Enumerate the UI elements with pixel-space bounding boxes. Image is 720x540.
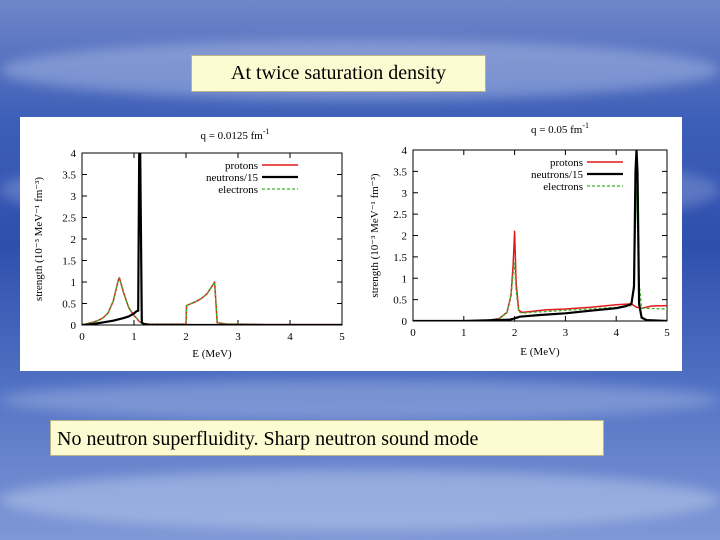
x-tick-label: 1	[461, 327, 467, 339]
legend-label: electrons	[218, 184, 258, 196]
y-tick-label: 0.5	[393, 295, 407, 307]
chart-title: q = 0.0125 fm-1	[200, 127, 269, 142]
y-tick-label: 1	[71, 277, 77, 289]
y-tick-label: 3.5	[62, 170, 76, 182]
background-streak	[0, 470, 720, 530]
legend-label: protons	[550, 157, 583, 169]
y-tick-label: 4	[402, 145, 408, 157]
y-tick-label: 2	[402, 231, 408, 243]
legend-label: protons	[225, 160, 258, 172]
legend-label: electrons	[543, 181, 583, 193]
x-tick-label: 4	[287, 331, 293, 343]
x-tick-label: 3	[563, 327, 569, 339]
y-tick-label: 0	[71, 320, 77, 332]
slide-caption: No neutron superfluidity. Sharp neutron …	[50, 420, 604, 456]
series-line-protons	[413, 230, 667, 321]
y-tick-label: 1.5	[393, 252, 407, 264]
x-tick-label: 2	[183, 331, 189, 343]
charts-svg: 0 0.5 1 1.5 2 2.5 3 3.5 4 0 1 2 3 4 5 q = 0.0125 fm-1 E …	[33, 121, 670, 360]
x-tick-label: 1	[131, 331, 137, 343]
series-line-neutrons	[413, 150, 667, 321]
x-tick-label: 3	[235, 331, 241, 343]
x-tick-label: 0	[410, 327, 416, 339]
legend-label: neutrons/15	[206, 172, 258, 184]
y-tick-label: 0.5	[62, 299, 76, 311]
chart-title: q = 0.05 fm-1	[531, 121, 589, 136]
chart-1: 0 0.5 1 1.5 2 2.5 3 3.5 4 0 1 2 3 4 5 q = 0.0125 fm-1 E …	[33, 127, 345, 360]
series-line-electrons	[413, 187, 667, 321]
y-tick-label: 3	[71, 191, 77, 203]
x-tick-label: 5	[339, 331, 345, 343]
background-streak	[0, 380, 720, 420]
y-axis-label: strength (10⁻³ MeV⁻¹ fm⁻³)	[33, 177, 45, 301]
y-axis-label: strength (10⁻³ MeV⁻¹ fm⁻³)	[369, 173, 381, 297]
x-axis-label: E (MeV)	[520, 346, 560, 358]
y-tick-label: 3.5	[393, 166, 407, 178]
y-tick-label: 0	[402, 316, 408, 328]
series-line-neutrons	[82, 153, 342, 325]
chart-panel: 0 0.5 1 1.5 2 2.5 3 3.5 4 0 1 2 3 4 5 q = 0.0125 fm-1 E …	[20, 117, 682, 371]
x-tick-label: 5	[664, 327, 670, 339]
legend-label: neutrons/15	[531, 169, 583, 181]
chart-2: 0 0.5 1 1.5 2 2.5 3 3.5 4 0 1 2 3 4 5 q = 0.05 fm-1 E (M…	[369, 121, 670, 358]
y-tick-label: 2.5	[393, 209, 407, 221]
x-axis-label: E (MeV)	[192, 348, 232, 360]
x-tick-label: 0	[79, 331, 85, 343]
y-tick-label: 3	[402, 188, 408, 200]
y-tick-label: 4	[71, 148, 77, 160]
x-tick-label: 4	[613, 327, 619, 339]
y-tick-label: 1	[402, 273, 408, 285]
slide-title: At twice saturation density	[191, 55, 486, 92]
y-tick-label: 1.5	[62, 256, 76, 268]
y-tick-label: 2.5	[62, 213, 76, 225]
y-tick-label: 2	[71, 234, 77, 246]
x-tick-label: 2	[512, 327, 517, 339]
